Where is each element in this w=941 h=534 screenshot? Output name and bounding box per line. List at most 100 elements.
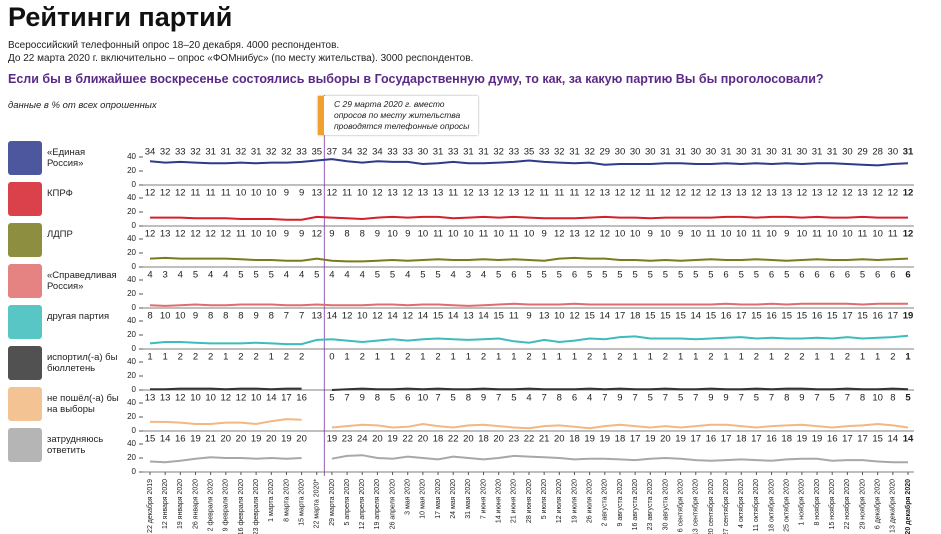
- value-label: 2: [299, 352, 304, 363]
- series-line: [150, 387, 909, 391]
- value-label: 1: [814, 352, 819, 363]
- y-tick-label: 20: [127, 371, 136, 380]
- value-label: 14: [387, 311, 398, 322]
- value-label: 8: [557, 393, 562, 404]
- value-label: 10: [190, 393, 201, 404]
- value-label: 17: [690, 434, 701, 445]
- annotation: С 29 марта 2020 г. вместо опросов по мес…: [318, 96, 478, 135]
- value-label: 2: [238, 352, 243, 363]
- value-label: 5: [754, 393, 759, 404]
- y-tick-label: 40: [127, 398, 136, 407]
- value-label: 1: [390, 352, 395, 363]
- value-label: 17: [281, 393, 292, 404]
- value-label: 10: [690, 229, 701, 240]
- value-label: 31: [675, 147, 686, 158]
- value-label: 12: [221, 393, 232, 404]
- value-label: 37: [327, 147, 338, 158]
- value-label: 4: [360, 270, 365, 281]
- x-tick-label: 30 августа 2020: [662, 479, 669, 530]
- value-label: 3: [466, 270, 471, 281]
- value-label: 2: [799, 352, 804, 363]
- value-label: 4: [208, 270, 213, 281]
- value-label: 4: [405, 270, 410, 281]
- series-line: [150, 215, 908, 221]
- value-label: 29: [857, 147, 868, 158]
- value-label: 19: [281, 434, 292, 445]
- value-label: 10: [766, 229, 777, 240]
- value-label: 19: [675, 434, 686, 445]
- value-label: 16: [812, 311, 823, 322]
- x-tick-label: 23 февраля 2020: [253, 479, 260, 534]
- value-label: 4: [481, 270, 486, 281]
- party-icon: [8, 387, 42, 421]
- value-label: 1: [163, 352, 168, 363]
- x-tick-label: 22 декабря 2019: [146, 479, 154, 533]
- value-label: 7: [299, 311, 304, 322]
- value-label: 11: [509, 229, 519, 240]
- party-icon: [8, 141, 42, 175]
- value-label: 5: [587, 270, 592, 281]
- value-label: 11: [479, 229, 489, 240]
- value-label: 4: [223, 270, 228, 281]
- value-label: 12: [797, 188, 808, 199]
- value-label: 10: [721, 229, 732, 240]
- x-tick-label: 26 июля 2020: [586, 479, 593, 523]
- y-tick-label: 0: [132, 262, 137, 271]
- value-label: 6: [723, 270, 728, 281]
- value-label: 8: [466, 393, 471, 404]
- value-label: 22: [402, 434, 413, 445]
- value-label: 10: [872, 229, 883, 240]
- value-label: 19: [584, 434, 595, 445]
- value-label: 8: [269, 311, 274, 322]
- value-label: 1: [769, 352, 774, 363]
- value-label: 31: [812, 147, 823, 158]
- value-label: 14: [266, 393, 277, 404]
- value-label: 12: [463, 188, 474, 199]
- value-label: 0: [329, 352, 334, 363]
- value-label: 19: [251, 434, 262, 445]
- value-label: 2: [890, 352, 895, 363]
- value-label: 8: [890, 393, 895, 404]
- value-label: 11: [554, 188, 564, 199]
- value-label: 5: [238, 270, 243, 281]
- value-label: 11: [858, 229, 868, 240]
- question: Если бы в ближайшее воскресенье состояли…: [8, 72, 824, 86]
- x-tick-label: 4 октября 2020: [737, 479, 745, 528]
- value-label: 12: [524, 188, 535, 199]
- value-label: 20: [372, 434, 383, 445]
- value-label: 7: [435, 393, 440, 404]
- value-label: 6: [845, 270, 850, 281]
- value-label: 12: [660, 188, 671, 199]
- value-label: 12: [903, 188, 914, 199]
- value-label: 1: [375, 352, 380, 363]
- value-label: 17: [615, 311, 626, 322]
- value-label: 15: [797, 311, 808, 322]
- x-tick-label: 5 июля 2020: [541, 479, 548, 519]
- value-label: 5: [526, 270, 531, 281]
- value-label: 20: [463, 434, 474, 445]
- value-label: 7: [693, 393, 698, 404]
- value-label: 23: [509, 434, 520, 445]
- value-label: 12: [872, 188, 883, 199]
- value-label: 10: [251, 393, 262, 404]
- value-label: 1: [648, 352, 653, 363]
- x-tick-label: 1 ноября 2020: [798, 479, 806, 526]
- x-tick-label: 19 июля 2020: [571, 479, 578, 523]
- x-tick-label: 19 января 2020: [177, 479, 184, 529]
- value-label: 31: [751, 147, 762, 158]
- value-label: 4: [299, 270, 304, 281]
- value-label: 8: [344, 229, 349, 240]
- value-label: 9: [723, 393, 728, 404]
- value-label: 10: [418, 229, 429, 240]
- value-label: 1: [451, 352, 456, 363]
- value-label: 12: [205, 229, 216, 240]
- value-label: 5: [253, 270, 258, 281]
- value-label: 32: [266, 147, 277, 158]
- value-label: 32: [493, 147, 504, 158]
- value-label: 31: [433, 147, 444, 158]
- value-label: 13: [539, 311, 550, 322]
- value-label: 2: [284, 352, 289, 363]
- value-label: 3: [163, 270, 168, 281]
- value-label: 6: [890, 270, 895, 281]
- value-label: 10: [872, 393, 883, 404]
